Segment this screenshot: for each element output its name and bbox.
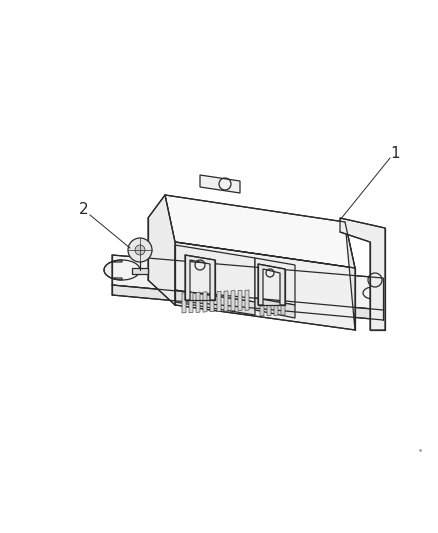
Polygon shape — [195, 292, 200, 312]
Polygon shape — [112, 255, 382, 310]
Polygon shape — [132, 268, 148, 274]
Polygon shape — [244, 290, 248, 310]
Polygon shape — [266, 305, 270, 316]
Text: 2: 2 — [79, 203, 88, 217]
Polygon shape — [175, 245, 254, 302]
Circle shape — [128, 238, 152, 262]
Polygon shape — [237, 290, 241, 311]
Polygon shape — [230, 290, 234, 311]
Polygon shape — [148, 195, 175, 305]
Polygon shape — [254, 298, 294, 318]
Polygon shape — [339, 218, 384, 330]
Polygon shape — [175, 290, 254, 315]
Polygon shape — [104, 260, 122, 280]
Polygon shape — [200, 175, 240, 193]
Polygon shape — [184, 255, 215, 300]
Polygon shape — [273, 305, 277, 316]
Polygon shape — [223, 291, 227, 311]
Circle shape — [135, 245, 145, 255]
Polygon shape — [254, 258, 294, 305]
Polygon shape — [259, 306, 263, 316]
Text: 1: 1 — [389, 146, 399, 160]
Polygon shape — [344, 222, 354, 330]
Polygon shape — [182, 293, 186, 313]
Polygon shape — [216, 291, 220, 311]
Polygon shape — [175, 242, 354, 330]
Polygon shape — [280, 305, 284, 315]
Polygon shape — [112, 285, 382, 320]
Polygon shape — [165, 195, 354, 268]
Polygon shape — [258, 264, 284, 305]
Polygon shape — [189, 293, 193, 313]
Polygon shape — [209, 292, 213, 312]
Polygon shape — [202, 292, 207, 312]
